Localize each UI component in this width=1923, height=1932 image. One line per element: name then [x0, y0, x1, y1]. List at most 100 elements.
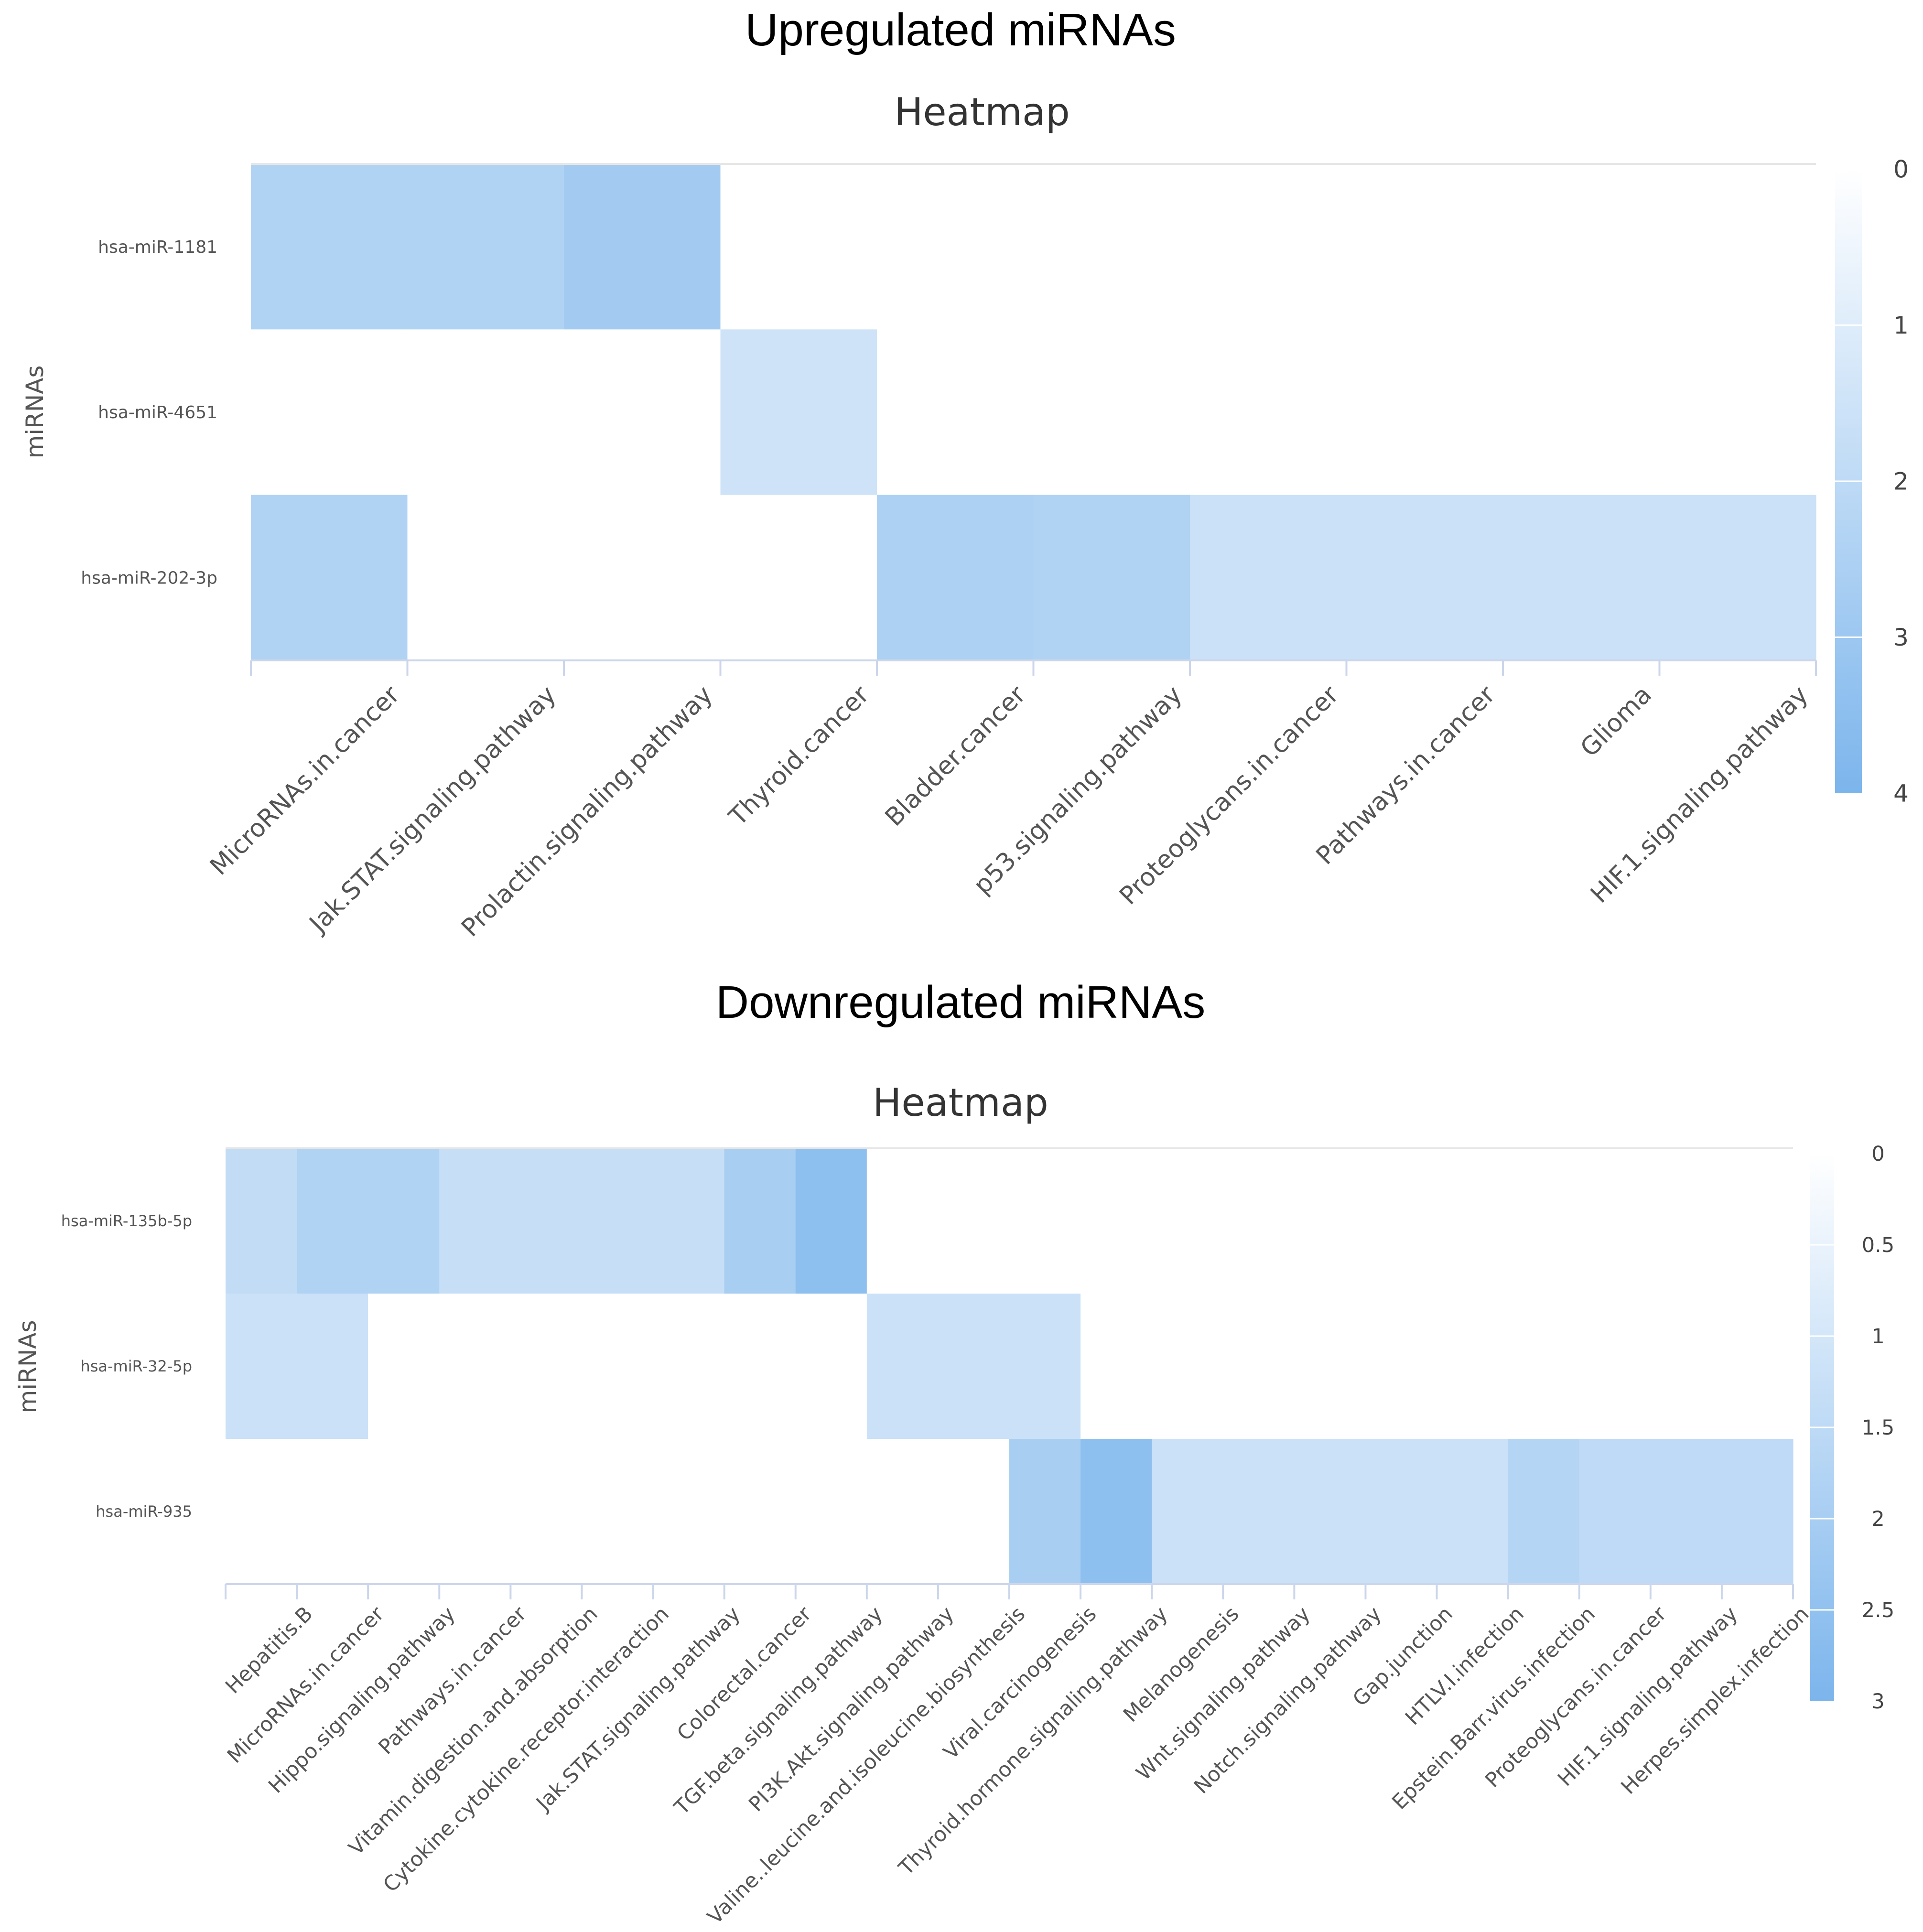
heatmap-cell [1579, 1148, 1651, 1294]
column-label: Thyroid.cancer [724, 680, 875, 831]
heatmap-cell [1223, 1148, 1295, 1294]
heatmap-cell [1508, 1148, 1580, 1294]
heatmap-cell [1294, 1294, 1366, 1439]
heatmap-cell [653, 1439, 725, 1585]
legend-tick-label: 0.5 [1862, 1233, 1894, 1257]
downregulated-column-labels: Hepatitis.BMicroRNAs.in.cancerHippo.sign… [221, 1602, 1814, 1929]
legend-tick-label: 2.5 [1862, 1598, 1894, 1622]
legend-tick-label: 3 [1871, 1690, 1884, 1714]
downregulated-cells [226, 1148, 1793, 1585]
column-label: Thyroid.hormone.signaling.pathway [894, 1602, 1173, 1880]
heatmap-cell [1437, 1148, 1509, 1294]
heatmap-cell [938, 1294, 1010, 1439]
heatmap-cell [1659, 495, 1816, 661]
heatmap-cell [720, 329, 877, 496]
heatmap-cell [795, 1439, 867, 1585]
heatmap-cell [564, 495, 721, 661]
heatmap-cell [297, 1439, 368, 1585]
heatmap-cell [251, 329, 408, 496]
heatmap-cell [368, 1294, 440, 1439]
heatmap-cell [1033, 164, 1190, 330]
heatmap-cell [439, 1294, 511, 1439]
heatmap-cell [407, 495, 564, 661]
heatmap-cell [1579, 1294, 1651, 1439]
heatmap-cell [1503, 164, 1660, 330]
heatmap-cell [1650, 1439, 1722, 1585]
heatmap-cell [1721, 1148, 1793, 1294]
heatmap-cell [1721, 1439, 1793, 1585]
upregulated-axes [250, 163, 1817, 676]
column-label: Colorectal.cancer [672, 1602, 816, 1746]
column-label: Glioma [1575, 680, 1657, 763]
heatmap-cell [1503, 329, 1660, 496]
heatmap-cell [866, 1148, 939, 1294]
heatmap-cell [1033, 495, 1190, 661]
heatmap-cell [1190, 164, 1347, 330]
heatmap-cell [297, 1294, 368, 1439]
heatmap-cell [877, 329, 1034, 496]
heatmap-cell [866, 1294, 939, 1439]
column-label: Jak.STAT.signaling.pathway [303, 680, 562, 939]
heatmap-cell [720, 495, 877, 661]
heatmap-cell [1152, 1439, 1223, 1585]
heatmap-cell [866, 1439, 939, 1585]
heatmap-cell [251, 164, 408, 330]
column-label: Vitamin.digestion.and.absorption [344, 1602, 602, 1860]
heatmap-cell [724, 1439, 796, 1585]
upregulated-color-legend: 0 1 2 3 4 [1835, 156, 1909, 808]
heatmap-cell [1346, 164, 1503, 330]
heatmap-cell [1190, 495, 1347, 661]
downregulated-y-axis-title: miRNAs [14, 1320, 42, 1414]
heatmap-cell [582, 1294, 654, 1439]
legend-tick-label: 3 [1893, 624, 1909, 651]
heatmap-cell [226, 1294, 297, 1439]
heatmap-cell [251, 495, 408, 661]
heatmap-cell [297, 1148, 368, 1294]
legend-tick-label: 1 [1893, 312, 1909, 339]
legend-tick-label: 1 [1871, 1325, 1884, 1349]
heatmap-cell [1437, 1439, 1509, 1585]
downregulated-section-title: Downregulated miRNAs [716, 977, 1205, 1028]
heatmap-cell [1365, 1148, 1437, 1294]
heatmap-cell [1294, 1439, 1366, 1585]
downregulated-heatmap: Downregulated miRNAs Heatmap miRNAs hsa-… [14, 977, 1894, 1929]
upregulated-y-axis-title: miRNAs [21, 366, 49, 459]
heatmap-cell [1294, 1148, 1366, 1294]
heatmap-cell [510, 1148, 583, 1294]
heatmap-cell [653, 1148, 725, 1294]
row-label: hsa-miR-1181 [98, 237, 217, 257]
legend-tick-label: 0 [1893, 156, 1909, 183]
heatmap-cell [510, 1294, 583, 1439]
row-label: hsa-miR-202-3p [81, 568, 217, 588]
upregulated-chart-title: Heatmap [894, 90, 1070, 134]
heatmap-cell [582, 1439, 654, 1585]
heatmap-cell [1190, 329, 1347, 496]
heatmap-cell [1033, 329, 1190, 496]
legend-tick-label: 1.5 [1862, 1416, 1894, 1440]
heatmap-cell [582, 1148, 654, 1294]
upregulated-cells [251, 164, 1816, 661]
heatmap-cell [407, 329, 564, 496]
heatmap-cell [1365, 1294, 1437, 1439]
row-label: hsa-miR-935 [96, 1502, 192, 1521]
heatmap-cell [1579, 1439, 1651, 1585]
heatmap-cell [795, 1148, 867, 1294]
row-label: hsa-miR-32-5p [80, 1357, 192, 1375]
heatmap-cell [1152, 1294, 1223, 1439]
upregulated-heatmap: Upregulated miRNAs Heatmap miRNAs hsa-mi… [21, 4, 1909, 942]
column-label: HTLV.I.infection [1401, 1602, 1529, 1730]
heatmap-cell [1503, 495, 1660, 661]
heatmap-cell [653, 1294, 725, 1439]
heatmap-cell [439, 1148, 511, 1294]
heatmap-cell [564, 329, 721, 496]
heatmap-cell [1346, 495, 1503, 661]
row-label: hsa-miR-135b-5p [61, 1212, 192, 1230]
heatmap-cell [795, 1294, 867, 1439]
upregulated-row-labels: hsa-miR-1181 hsa-miR-4651 hsa-miR-202-3p [81, 237, 217, 588]
heatmap-cell [1223, 1439, 1295, 1585]
heatmap-cell [938, 1439, 1010, 1585]
heatmap-cell [724, 1294, 796, 1439]
column-label: Bladder.cancer [880, 680, 1032, 832]
heatmap-cell [1080, 1294, 1152, 1439]
heatmap-cell [1009, 1148, 1081, 1294]
